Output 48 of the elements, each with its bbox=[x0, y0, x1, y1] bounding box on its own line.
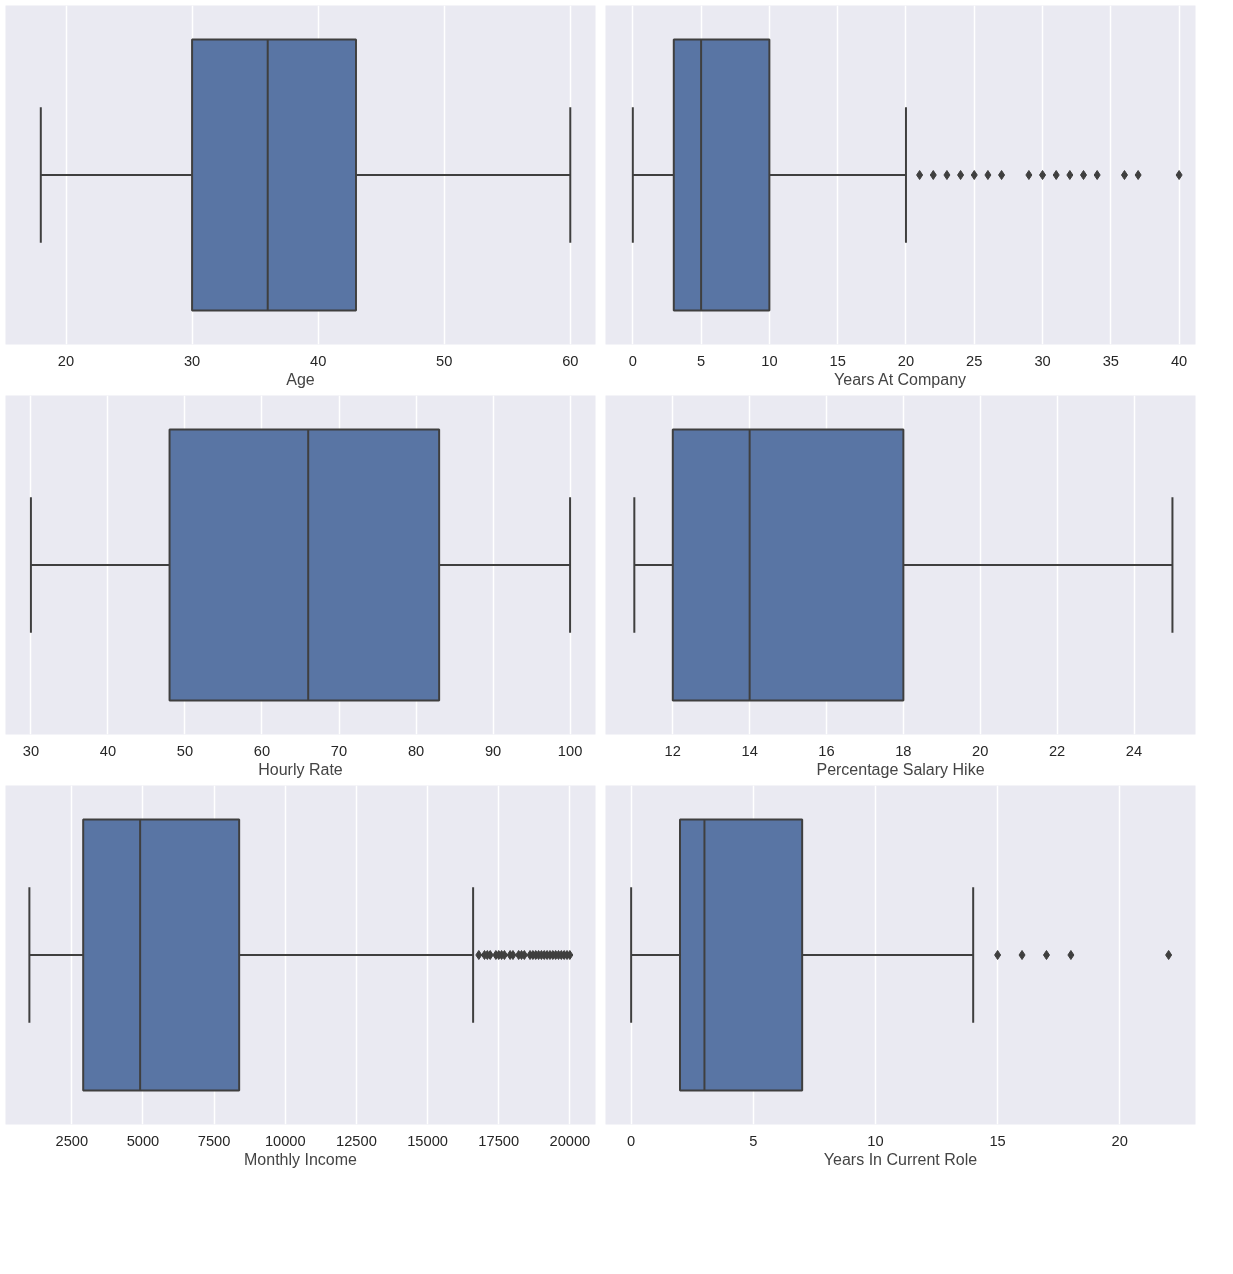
x-tick-label: 0 bbox=[628, 352, 637, 369]
x-tick-label: 5000 bbox=[126, 1132, 160, 1149]
x-tick-label: 15 bbox=[829, 352, 846, 369]
x-tick-label: 20 bbox=[57, 352, 75, 369]
x-axis-title: Age bbox=[286, 370, 315, 388]
x-tick-label: 0 bbox=[627, 1132, 636, 1149]
x-tick-label: 30 bbox=[22, 742, 40, 759]
x-tick-label: 20 bbox=[897, 352, 915, 369]
x-tick-label: 50 bbox=[436, 352, 453, 369]
x-tick-label: 20 bbox=[1111, 1132, 1128, 1149]
x-tick-label: 24 bbox=[1125, 742, 1143, 759]
x-tick-label: 30 bbox=[1034, 352, 1051, 369]
x-tick-label: 18 bbox=[895, 742, 912, 759]
x-axis-title: Years At Company bbox=[834, 370, 967, 388]
x-tick-label: 15 bbox=[989, 1132, 1006, 1149]
x-tick-label: 7500 bbox=[197, 1132, 231, 1149]
x-tick-label: 100 bbox=[557, 742, 583, 759]
x-tick-label: 40 bbox=[310, 352, 327, 369]
x-axis-title: Percentage Salary Hike bbox=[816, 760, 985, 778]
x-tick-label: 12500 bbox=[336, 1132, 377, 1149]
x-tick-label: 17500 bbox=[478, 1132, 520, 1149]
x-tick-label: 16 bbox=[818, 742, 835, 759]
x-tick-label: 25 bbox=[966, 352, 983, 369]
x-tick-label: 70 bbox=[330, 742, 348, 759]
x-tick-label: 5 bbox=[697, 352, 706, 369]
x-tick-label: 40 bbox=[1170, 352, 1188, 369]
x-axis-title: Hourly Rate bbox=[258, 760, 343, 778]
x-tick-label: 80 bbox=[407, 742, 425, 759]
x-tick-label: 15000 bbox=[407, 1132, 448, 1149]
x-tick-label: 20 bbox=[972, 742, 989, 759]
x-tick-label: 22 bbox=[1048, 742, 1066, 759]
x-tick-label: 40 bbox=[99, 742, 117, 759]
x-tick-label: 60 bbox=[253, 742, 271, 759]
x-tick-label: 50 bbox=[176, 742, 194, 759]
x-tick-label: 60 bbox=[562, 352, 579, 369]
x-tick-label: 10 bbox=[761, 352, 778, 369]
x-axis-title: Years In Current Role bbox=[823, 1150, 978, 1168]
x-tick-label: 35 bbox=[1102, 352, 1119, 369]
x-axis-title: Monthly Income bbox=[244, 1150, 358, 1168]
x-tick-label: 20000 bbox=[549, 1132, 591, 1149]
x-tick-label: 90 bbox=[484, 742, 502, 759]
x-tick-label: 12 bbox=[664, 742, 681, 759]
x-tick-label: 5 bbox=[749, 1132, 758, 1149]
x-tick-label: 14 bbox=[741, 742, 758, 759]
x-tick-label: 10 bbox=[867, 1132, 884, 1149]
x-tick-label: 30 bbox=[183, 352, 201, 369]
x-tick-label: 2500 bbox=[55, 1132, 89, 1149]
x-tick-label: 10000 bbox=[264, 1132, 306, 1149]
